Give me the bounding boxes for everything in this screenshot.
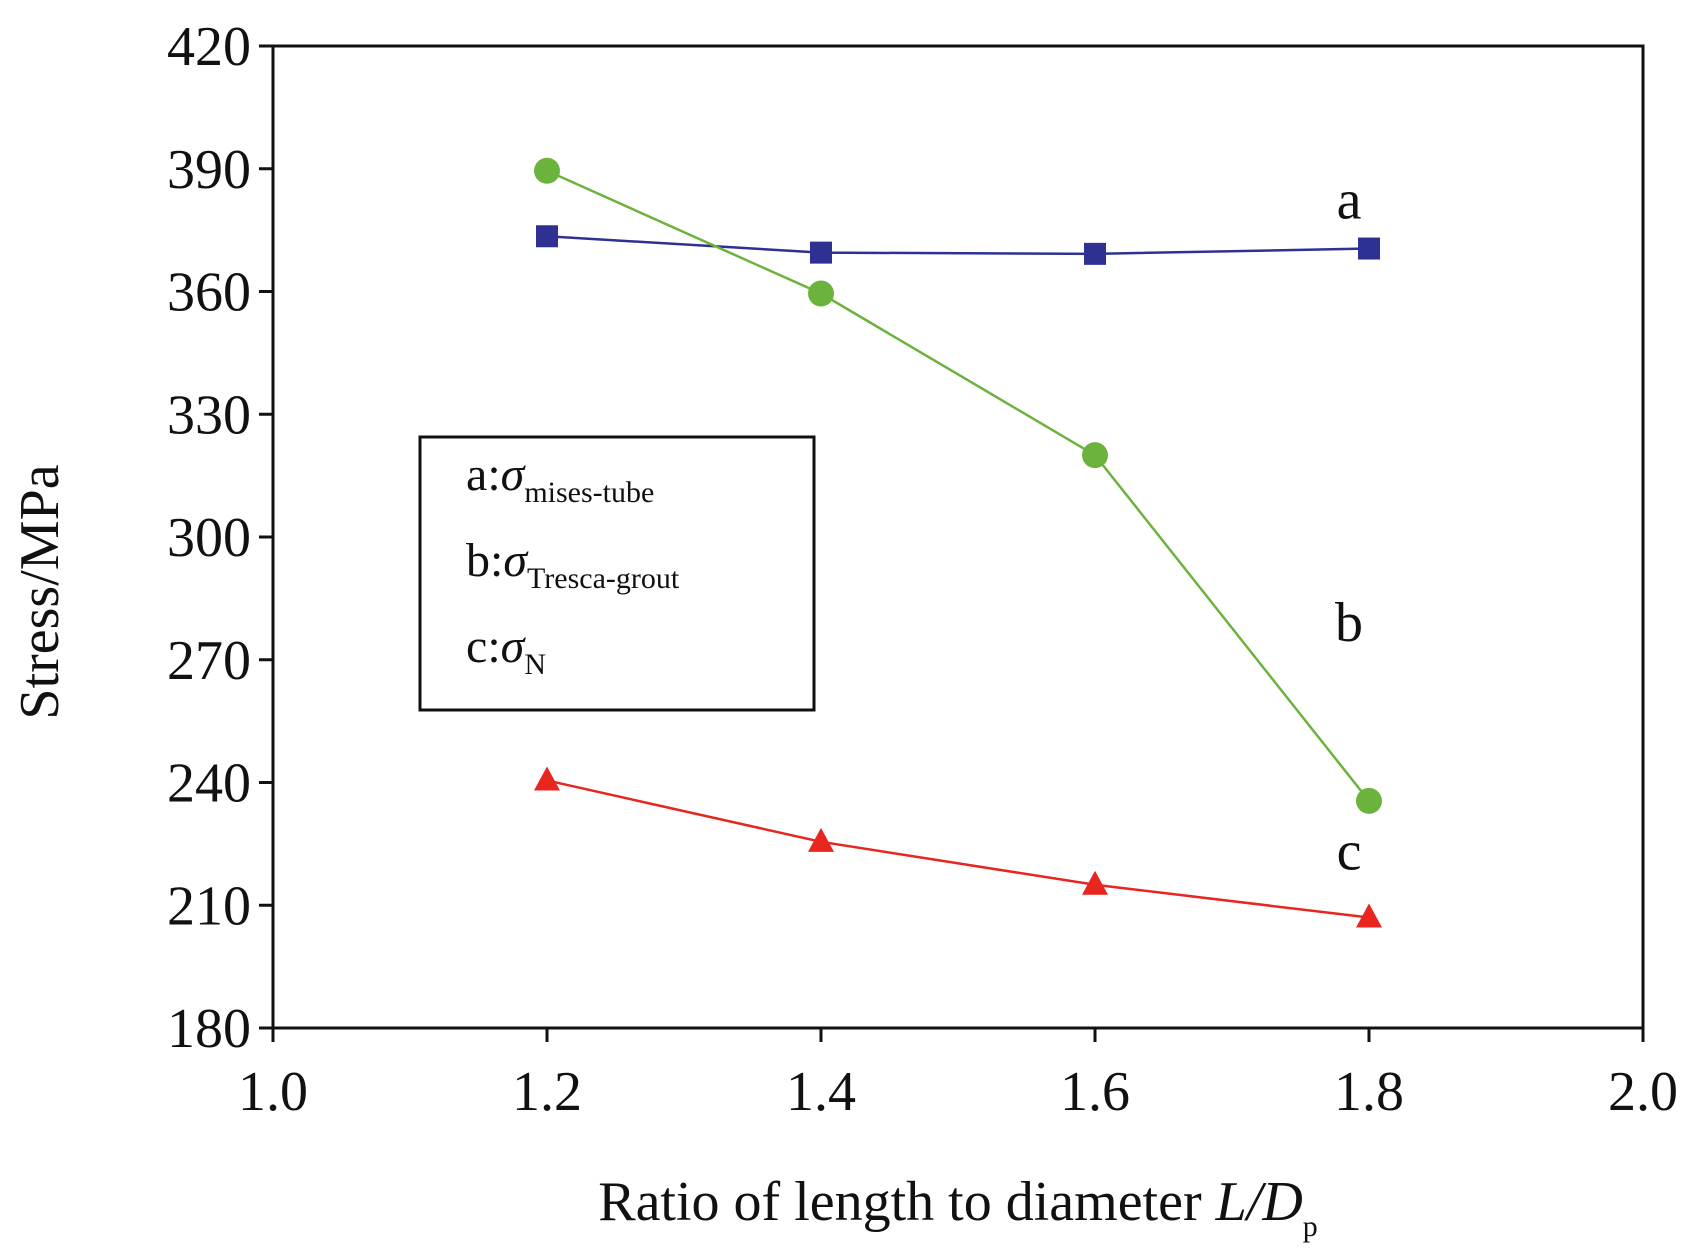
legend-entry-b-subscript: Tresca-grout (527, 562, 680, 595)
x-tick-label: 1.0 (238, 1061, 308, 1123)
legend-entry-a-colon: : (487, 448, 500, 501)
legend-entry-c-symbol: σ (501, 620, 527, 673)
legend-box (418, 435, 816, 712)
x-axis: 1.0 1.2 1.4 1.6 1.8 2.0 (238, 1028, 1678, 1123)
x-axis-title-text: Ratio of length to diameter (598, 1171, 1215, 1233)
y-tick-label: 420 (167, 16, 251, 78)
y-axis-title: Stress/MPa (9, 464, 71, 719)
x-axis-title-italic: L/D (1215, 1171, 1303, 1233)
legend-entry-c-colon: : (487, 620, 500, 673)
x-axis-title: Ratio of length to diameter L/Dp (598, 1171, 1318, 1243)
y-tick-label: 360 (167, 262, 251, 324)
legend-entry-a-key: a (466, 448, 487, 501)
data-point-c (534, 766, 560, 791)
x-axis-title-subscript: p (1303, 1210, 1318, 1243)
data-point-a (1084, 242, 1106, 265)
data-point-c (1356, 903, 1382, 928)
series-line-a (546, 235, 1370, 256)
series-tag-c: c (1337, 821, 1362, 883)
legend-entry-b-symbol: σ (503, 534, 529, 587)
legend-entry-a-symbol: σ (501, 448, 527, 501)
y-tick-label: 390 (167, 139, 251, 201)
legend-entry-b-key: b (466, 534, 490, 587)
data-point-b (1356, 787, 1382, 814)
legend-entry-a-subscript: mises-tube (524, 476, 654, 509)
data-point-a (536, 225, 558, 248)
y-tick-label: 270 (167, 630, 251, 692)
y-tick-label: 210 (167, 875, 251, 937)
legend: a:σmises-tube b:σTresca-grout c:σN (418, 435, 816, 712)
x-tick-label: 1.2 (512, 1061, 582, 1123)
y-axis: 180 210 240 270 300 330 360 390 420 (167, 16, 273, 1060)
data-point-a (810, 241, 832, 264)
y-tick-label: 300 (167, 507, 251, 569)
x-tick-label: 2.0 (1608, 1061, 1678, 1123)
legend-entry-c-key: c (466, 620, 487, 673)
y-tick-label: 180 (167, 998, 251, 1060)
data-point-c (808, 827, 834, 852)
legend-entry-a: a:σmises-tube (466, 448, 654, 509)
data-point-a (1358, 237, 1380, 260)
series-tag-a: a (1337, 170, 1362, 232)
series-tag-b: b (1335, 592, 1363, 654)
legend-entry-c: c:σN (466, 620, 546, 681)
series-layer: a b c (534, 157, 1382, 928)
data-point-c (1082, 870, 1108, 895)
legend-entry-c-subscript: N (524, 648, 546, 681)
legend-entry-b-colon: : (490, 534, 503, 587)
legend-entry-b: b:σTresca-grout (466, 534, 680, 595)
data-point-b (534, 157, 560, 184)
x-tick-label: 1.4 (786, 1061, 856, 1123)
y-tick-label: 330 (167, 384, 251, 446)
x-tick-label: 1.6 (1060, 1061, 1130, 1123)
data-point-b (808, 280, 834, 307)
series-line-c (546, 779, 1370, 919)
series-line-b (546, 169, 1370, 802)
y-tick-label: 240 (167, 753, 251, 815)
data-point-b (1082, 442, 1108, 469)
x-tick-label: 1.8 (1334, 1061, 1404, 1123)
